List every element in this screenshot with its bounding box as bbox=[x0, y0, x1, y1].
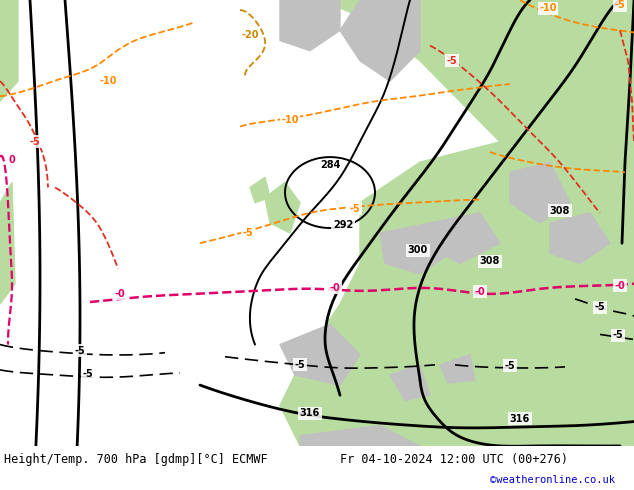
Polygon shape bbox=[320, 0, 634, 223]
Text: -5: -5 bbox=[243, 228, 254, 238]
Text: Fr 04-10-2024 12:00 UTC (00+276): Fr 04-10-2024 12:00 UTC (00+276) bbox=[340, 453, 568, 466]
Text: -5: -5 bbox=[75, 345, 86, 356]
Text: -5: -5 bbox=[614, 0, 625, 10]
Polygon shape bbox=[0, 182, 15, 304]
Text: -0: -0 bbox=[475, 287, 486, 297]
Text: -10: -10 bbox=[281, 115, 299, 124]
Polygon shape bbox=[0, 0, 18, 101]
Text: -5: -5 bbox=[82, 369, 93, 379]
Polygon shape bbox=[430, 213, 500, 264]
Text: 308: 308 bbox=[480, 256, 500, 267]
Text: -0: -0 bbox=[115, 289, 126, 299]
Text: -5: -5 bbox=[30, 137, 41, 147]
Text: -5: -5 bbox=[505, 361, 515, 371]
Polygon shape bbox=[265, 182, 300, 233]
Text: -10: -10 bbox=[540, 3, 557, 13]
Polygon shape bbox=[280, 0, 340, 50]
Polygon shape bbox=[390, 365, 430, 400]
Polygon shape bbox=[380, 223, 450, 273]
Text: -0: -0 bbox=[330, 283, 340, 293]
Text: -5: -5 bbox=[295, 360, 306, 370]
Polygon shape bbox=[440, 355, 475, 383]
Text: 0: 0 bbox=[9, 155, 15, 165]
Text: -0: -0 bbox=[614, 281, 625, 291]
Polygon shape bbox=[510, 162, 570, 223]
Polygon shape bbox=[280, 324, 360, 385]
Polygon shape bbox=[300, 426, 420, 446]
Polygon shape bbox=[280, 142, 634, 446]
Text: -20: -20 bbox=[242, 30, 259, 41]
Polygon shape bbox=[250, 177, 270, 203]
Text: -5: -5 bbox=[349, 204, 360, 214]
Text: 284: 284 bbox=[320, 160, 340, 170]
Polygon shape bbox=[550, 213, 610, 264]
Text: -5: -5 bbox=[446, 56, 457, 66]
Text: 300: 300 bbox=[408, 245, 428, 255]
Text: ©weatheronline.co.uk: ©weatheronline.co.uk bbox=[490, 475, 615, 485]
Text: -5: -5 bbox=[595, 302, 605, 312]
Text: 316: 316 bbox=[300, 409, 320, 418]
Text: -10: -10 bbox=[100, 76, 117, 86]
Text: 292: 292 bbox=[333, 220, 353, 230]
Text: 316: 316 bbox=[510, 414, 530, 423]
Polygon shape bbox=[340, 0, 420, 81]
Text: -5: -5 bbox=[612, 330, 623, 341]
Text: 308: 308 bbox=[550, 206, 570, 216]
Text: Height/Temp. 700 hPa [gdmp][°C] ECMWF: Height/Temp. 700 hPa [gdmp][°C] ECMWF bbox=[4, 453, 268, 466]
